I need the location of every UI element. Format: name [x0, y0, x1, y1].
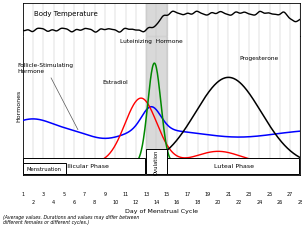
Text: 6: 6: [72, 199, 76, 204]
Text: Body Temperature: Body Temperature: [34, 11, 98, 17]
Text: 28: 28: [297, 199, 302, 204]
Text: 12: 12: [133, 199, 139, 204]
Text: 16: 16: [174, 199, 180, 204]
Bar: [146, 150, 167, 174]
Text: 10: 10: [112, 199, 118, 204]
Bar: [23, 163, 66, 174]
Text: 8: 8: [93, 199, 96, 204]
Text: 1: 1: [21, 191, 24, 196]
Text: Day of Menstrual Cycle: Day of Menstrual Cycle: [125, 208, 198, 214]
Text: 24: 24: [256, 199, 262, 204]
Bar: [146, 37, 167, 175]
Text: 21: 21: [225, 191, 232, 196]
Text: 7: 7: [83, 191, 86, 196]
Text: 18: 18: [194, 199, 201, 204]
Text: 23: 23: [246, 191, 252, 196]
Text: Menstruation: Menstruation: [27, 166, 62, 171]
Text: 4: 4: [52, 199, 55, 204]
Text: Follicle-Stimulating
Hormone: Follicle-Stimulating Hormone: [18, 62, 78, 130]
Text: 25: 25: [266, 191, 273, 196]
Text: 22: 22: [236, 199, 242, 204]
Text: 27: 27: [287, 191, 293, 196]
Text: Luteal Phase: Luteal Phase: [214, 164, 254, 169]
Bar: [167, 158, 300, 174]
Text: 20: 20: [215, 199, 221, 204]
Text: 17: 17: [184, 191, 191, 196]
Text: 13: 13: [143, 191, 149, 196]
Text: (Average values. Durations and values may differ between
different females or di: (Average values. Durations and values ma…: [3, 214, 139, 224]
Text: 11: 11: [122, 191, 129, 196]
Bar: [146, 4, 167, 37]
Text: Progesterone: Progesterone: [240, 56, 279, 61]
Text: 5: 5: [62, 191, 65, 196]
Text: 15: 15: [164, 191, 170, 196]
Text: 3: 3: [42, 191, 45, 196]
Text: Estradiol: Estradiol: [102, 79, 128, 84]
Text: 14: 14: [153, 199, 159, 204]
Text: Ovulation: Ovulation: [154, 150, 159, 175]
Y-axis label: Hormones: Hormones: [16, 90, 21, 122]
Text: 9: 9: [104, 191, 107, 196]
Text: 26: 26: [277, 199, 283, 204]
Text: 2: 2: [31, 199, 34, 204]
Text: 19: 19: [205, 191, 211, 196]
Text: Follicular Phase: Follicular Phase: [60, 164, 109, 169]
Bar: [23, 158, 145, 174]
Text: Luteinizing  Hormone: Luteinizing Hormone: [120, 39, 183, 44]
